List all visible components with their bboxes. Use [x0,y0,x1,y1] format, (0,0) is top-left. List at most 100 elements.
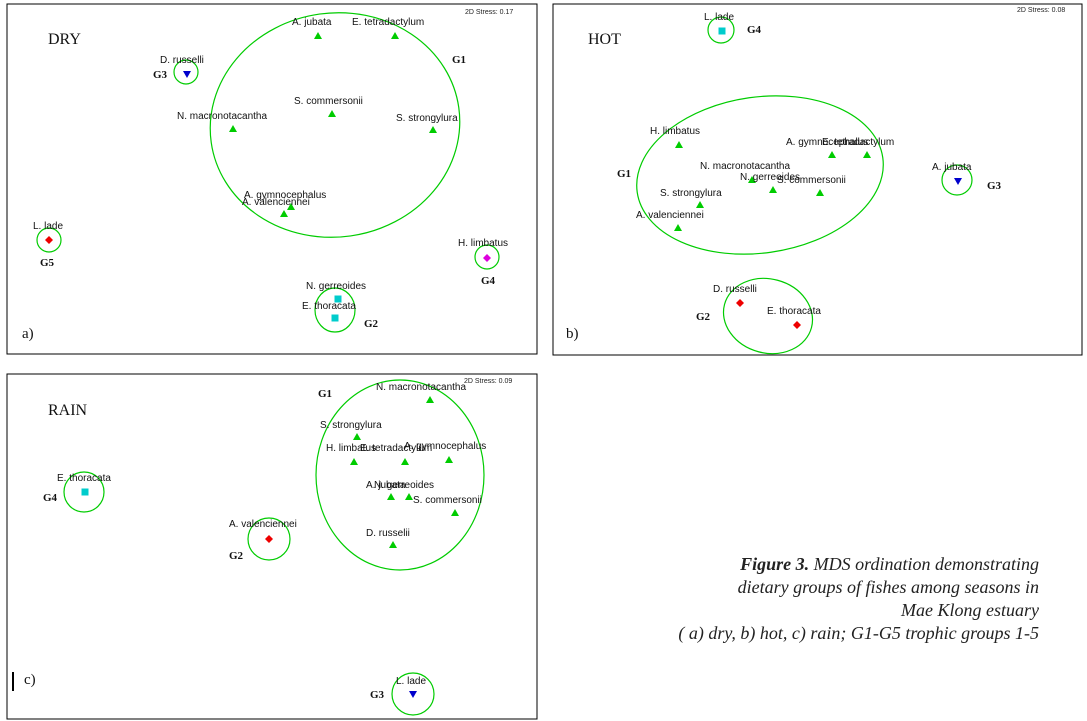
panel-a-frame [6,3,538,355]
point-b-a-jubata-marker [954,178,962,185]
group-label-a-g3: G3 [153,69,168,81]
panel-b-frame [552,3,1083,356]
point-b-a-valenciennei-label: A. valenciennei [636,210,704,221]
caption-line-2: dietary groups of fishes among seasons i… [737,577,1039,597]
point-b-s-strongylura-marker [696,201,704,208]
point-c-l-lade-label: L. lade [396,676,426,687]
point-a-e-tetradactylum-label: E. tetradactylum [352,17,424,28]
point-c-a-gymnocephalus-label: A. gymnocephalus [404,441,486,452]
ellipse-b-g3 [941,164,973,196]
point-c-n-gerreoides-label: N. gerreoides [374,480,434,491]
point-c-h-limbatus-label: H. limbatus [326,443,376,454]
point-a-d-russelli-label: D. russelli [160,55,204,66]
ellipse-c-g4 [63,471,105,513]
point-b-a-gymnocephalus-marker [828,151,836,158]
panel-c-season: RAIN [48,402,88,419]
point-b-e-thoracata-label: E. thoracata [767,306,821,317]
point-a-a-gymnocephalus-marker [287,203,295,210]
group-label-a-g2: G2 [364,318,379,330]
group-label-b-g2: G2 [696,311,711,323]
point-b-e-tetradactylum-label: E. tetradactylum [822,137,894,148]
point-a-s-commersonii-marker [328,110,336,117]
point-a-h-limbatus-marker [483,254,491,262]
point-b-s-commersonii-label: S. commersonii [777,175,846,186]
point-a-s-strongylura-label: S. strongylura [396,113,458,124]
point-a-e-tetradactylum-marker [391,32,399,39]
point-c-n-gerreoides-marker [405,493,413,500]
point-a-a-valenciennei-marker [280,210,288,217]
point-b-l-lade-label: L. lade [704,12,734,23]
point-a-l-lade-label: L. lade [33,221,63,232]
point-b-l-lade-marker [718,27,726,35]
point-a-n-macronotacantha-marker [229,125,237,132]
caption-line-4: ( a) dry, b) hot, c) rain; G1-G5 trophic… [678,623,1039,643]
panel-a-stress: 2D Stress: 0.17 [465,9,513,16]
point-c-n-macronotacantha-label: N. macronotacantha [376,382,466,393]
point-a-a-valenciennei-label: A. valenciennei [242,197,310,208]
point-c-a-jubata-marker [387,493,395,500]
point-b-a-valenciennei-marker [674,224,682,231]
caption-line-1: Figure 3. MDS ordination demonstrating [579,553,1039,576]
point-c-s-commersonii-label: S. commersonii [413,495,482,506]
ellipse-c-g1 [315,379,485,571]
panel-b-label: b) [566,326,579,342]
ellipse-c-g3 [391,672,435,716]
point-c-e-thoracata-marker [81,488,89,496]
point-c-s-strongylura-marker [353,433,361,440]
group-label-a-g5: G5 [40,257,55,269]
point-b-n-macronotacantha-marker [748,176,756,183]
caption-line-1-text: MDS ordination demonstrating [813,554,1039,574]
point-c-l-lade-marker [409,691,417,698]
point-b-n-gerreoides-label: N. gerreoides [740,172,800,183]
ellipse-b-g1 [636,95,884,255]
point-b-d-russelli-marker [736,299,744,307]
point-a-h-limbatus-label: H. limbatus [458,238,508,249]
point-a-a-jubata-label: A. jubata [292,17,332,28]
point-c-e-thoracata-label: E. thoracata [57,473,111,484]
point-c-a-jubata-label: A. jubata [366,480,406,491]
point-a-n-gerreoides-marker [334,295,342,303]
point-b-a-gymnocephalus-label: A. gymnocephalus [786,137,868,148]
panel-b-season: HOT [588,31,621,48]
point-b-a-jubata-label: A. jubata [932,162,972,173]
panel-a-label: a) [22,326,34,342]
group-label-c-g3: G3 [370,689,385,701]
group-label-a-g1: G1 [452,54,466,66]
point-b-s-strongylura-label: S. strongylura [660,188,722,199]
point-a-s-commersonii-label: S. commersonii [294,96,363,107]
point-a-l-lade-marker [45,236,53,244]
point-c-e-tetradactylum-marker [401,458,409,465]
group-label-c-g1: G1 [318,388,332,400]
point-a-s-strongylura-marker [429,126,437,133]
point-b-e-thoracata-marker [793,321,801,329]
ellipse-c-g2 [247,517,291,561]
point-c-e-tetradactylum-label: E. tetradactylum [360,443,432,454]
point-b-h-limbatus-label: H. limbatus [650,126,700,137]
point-b-n-macronotacantha-label: N. macronotacantha [700,161,790,172]
point-c-n-macronotacantha-marker [426,396,434,403]
point-c-s-strongylura-label: S. strongylura [320,420,382,431]
ellipse-a-g2 [314,287,356,333]
point-b-h-limbatus-marker [675,141,683,148]
panel-c-stress: 2D Stress: 0.09 [464,378,512,385]
panel-a-season: DRY [48,31,81,48]
point-c-a-valenciennei-label: A. valenciennei [229,519,297,530]
group-ellipses [36,12,973,716]
point-c-h-limbatus-marker [350,458,358,465]
point-b-s-commersonii-marker [816,189,824,196]
point-a-e-thoracata-marker [331,314,339,322]
point-c-d-russelii-marker [389,541,397,548]
point-a-d-russelli-marker [183,71,191,78]
ellipse-a-g3 [173,59,199,85]
point-b-e-tetradactylum-marker [863,151,871,158]
panel-c-frame [6,373,538,720]
ellipse-b-g4 [707,16,735,44]
figure-caption: Figure 3. MDS ordination demonstrating d… [579,553,1039,645]
group-label-a-g4: G4 [481,275,496,287]
point-a-n-macronotacantha-label: N. macronotacantha [177,111,267,122]
point-c-d-russelii-label: D. russelii [366,528,410,539]
caption-line-3: Mae Klong estuary [901,600,1039,620]
group-label-c-g2: G2 [229,550,244,562]
point-a-e-thoracata-label: E. thoracata [302,301,356,312]
